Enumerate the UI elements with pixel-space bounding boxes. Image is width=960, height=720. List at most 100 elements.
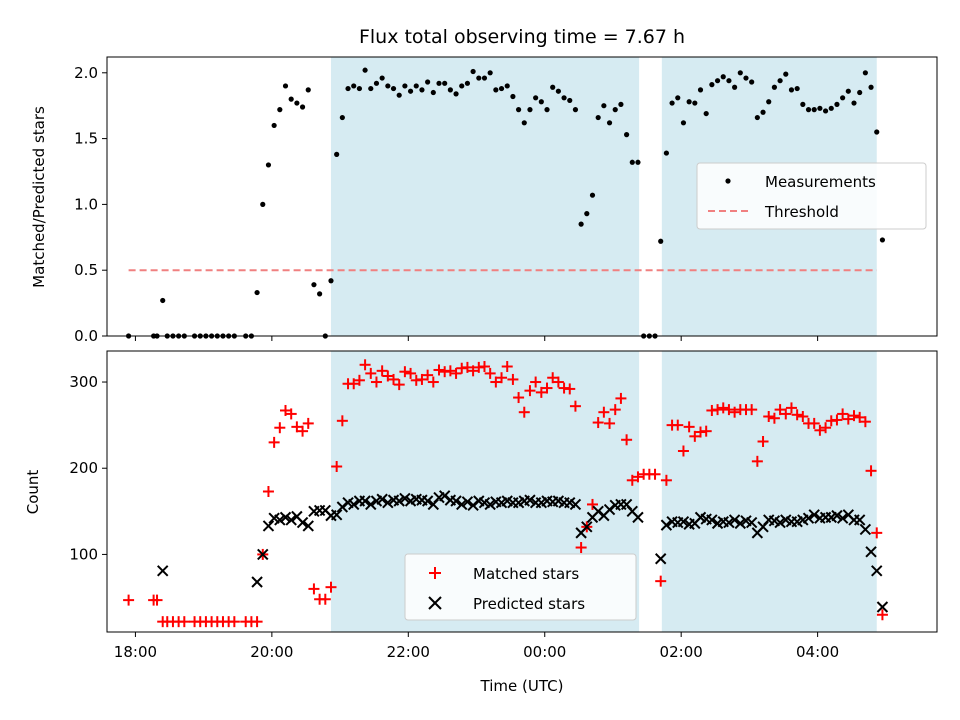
- legend-measurements-label: Measurements: [765, 173, 876, 191]
- predicted-star-point: [262, 520, 275, 532]
- measurement-point: [294, 100, 300, 106]
- measurement-point: [305, 87, 311, 93]
- measurement-point: [771, 84, 778, 90]
- measurement-point: [777, 78, 783, 84]
- bottom-xtick-label: 00:00: [523, 643, 566, 661]
- measurement-point: [277, 107, 283, 113]
- predicted-star-point: [865, 546, 877, 558]
- matched-star-point: [791, 409, 803, 421]
- measurement-point: [419, 87, 425, 93]
- measurement-point: [766, 99, 772, 105]
- measurement-point: [493, 87, 499, 93]
- matched-star-point: [393, 379, 405, 391]
- matched-star-point: [422, 369, 434, 381]
- measurement-point: [425, 79, 431, 85]
- matched-star-point: [854, 411, 866, 423]
- measurement-point: [606, 120, 613, 126]
- top-panel: 0.00.51.01.52.0 Matched/Predicted stars …: [30, 56, 938, 345]
- measurement-point: [567, 97, 573, 104]
- measurement-point: [703, 110, 709, 117]
- matched-star-point: [564, 383, 576, 395]
- matched-star-point: [427, 376, 439, 388]
- bottom-xtick-label: 18:00: [114, 643, 157, 661]
- matched-star-point: [370, 376, 382, 388]
- measurement-point: [351, 83, 357, 89]
- matched-star-point: [621, 434, 633, 446]
- bottom-series: [123, 359, 889, 628]
- measurement-point: [527, 107, 533, 113]
- measurement-point: [595, 114, 601, 121]
- predicted-star-point: [581, 521, 593, 533]
- measurement-point: [356, 85, 363, 92]
- matched-star-point: [405, 367, 417, 379]
- measurement-point: [817, 105, 823, 111]
- measurement-point: [800, 101, 806, 107]
- predicted-star-point: [257, 548, 269, 561]
- matched-star-point: [228, 616, 240, 628]
- matched-star-point: [797, 411, 809, 423]
- measurement-point: [572, 107, 579, 113]
- measurement-point: [311, 282, 317, 288]
- predicted-star-point: [831, 509, 843, 522]
- measurement-point: [709, 82, 715, 88]
- bottom-xtick-label: 22:00: [387, 643, 430, 661]
- measurement-point: [675, 95, 681, 101]
- measurement-point: [328, 278, 334, 284]
- measurement-point: [618, 101, 624, 107]
- predicted-star-point: [655, 553, 667, 565]
- measurement-point: [515, 107, 522, 113]
- legend-predicted-label: Predicted stars: [473, 595, 585, 613]
- predicted-star-point: [859, 523, 872, 536]
- measurement-point: [805, 107, 812, 113]
- measurement-point: [533, 95, 539, 101]
- matched-star-point: [592, 417, 604, 429]
- measurement-point: [879, 237, 886, 243]
- bottom-shade-1: [661, 351, 877, 632]
- measurement-point: [658, 238, 664, 244]
- predicted-star-point: [836, 512, 849, 524]
- predicted-star-point: [279, 511, 292, 524]
- measurement-point: [407, 88, 414, 94]
- predicted-star-point: [251, 576, 263, 588]
- measurement-point: [760, 109, 766, 115]
- matched-star-point: [416, 373, 428, 385]
- measurement-point: [840, 95, 846, 101]
- measurement-point: [345, 85, 351, 92]
- predicted-star-point: [723, 516, 735, 529]
- matched-star-point: [848, 410, 860, 422]
- matched-star-point: [251, 616, 263, 628]
- measurement-point: [680, 120, 687, 126]
- top-legend-box: [696, 162, 927, 230]
- measurement-point: [476, 75, 482, 81]
- measurement-point: [521, 120, 527, 126]
- matched-star-point: [365, 367, 377, 379]
- matched-star-point: [757, 436, 769, 448]
- measurement-point: [629, 159, 635, 165]
- measurement-point: [464, 80, 471, 86]
- matched-star-point: [632, 471, 644, 483]
- predicted-star-point: [660, 519, 673, 531]
- predicted-star-point: [728, 514, 741, 526]
- matched-star-point: [814, 424, 826, 436]
- matched-star-point: [297, 425, 309, 437]
- measurement-point: [379, 75, 385, 81]
- predicted-star-point: [734, 517, 747, 530]
- bottom-legend-box: [404, 553, 637, 621]
- top-ytick-label: 0.0: [74, 327, 98, 345]
- measurement-point: [749, 79, 755, 85]
- measurement-point: [794, 85, 800, 92]
- measurement-point: [851, 100, 857, 106]
- predicted-star-point: [871, 565, 883, 577]
- measurement-point: [714, 78, 721, 84]
- measurement-point: [732, 84, 738, 90]
- matched-star-point: [496, 372, 508, 384]
- matched-star-point: [268, 436, 280, 448]
- measurement-point: [470, 68, 476, 75]
- matched-star-point: [280, 404, 292, 416]
- legend-measurements-marker: [725, 178, 731, 184]
- measurement-point: [663, 150, 669, 156]
- measurement-point: [299, 104, 306, 110]
- bottom-xtick-label: 02:00: [660, 643, 703, 661]
- predicted-star-point: [376, 493, 388, 505]
